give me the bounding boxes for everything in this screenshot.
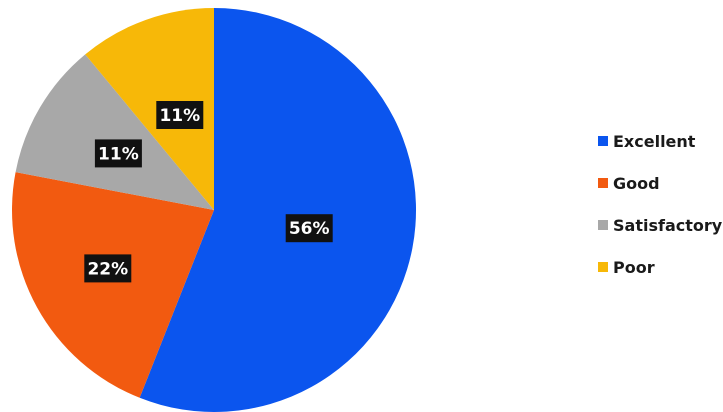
legend-item-poor: Poor [598,258,655,277]
legend: Excellent Good Satisfactory Poor [598,132,723,277]
legend-label: Excellent [613,132,696,151]
legend-label: Satisfactory [613,216,723,235]
pie-slice-poor [85,8,215,210]
pie-slices [12,8,416,412]
pie-slice-good [12,172,214,398]
data-label-box [94,139,142,168]
legend-item-satisfactory: Satisfactory [598,216,723,235]
legend-swatch [598,178,608,188]
legend-label: Good [613,174,660,193]
data-label-text: 56% [289,219,330,239]
pie-slice-excellent [139,8,416,412]
data-label-poor: 11% [156,101,204,129]
data-labels: 56% 22% 11% 11% [84,101,333,283]
legend-item-good: Good [598,174,660,193]
data-label-excellent: 56% [285,214,333,243]
legend-swatch [598,262,608,272]
data-label-box [156,101,204,129]
legend-item-excellent: Excellent [598,132,696,151]
data-label-box [285,214,333,243]
data-label-text: 22% [87,259,128,279]
data-label-satisfactory: 11% [94,139,142,168]
data-label-good: 22% [84,254,132,283]
legend-swatch [598,220,608,230]
legend-swatch [598,136,608,146]
data-label-text: 11% [98,144,139,164]
pie-slice-satisfactory [15,54,214,210]
legend-label: Poor [613,258,655,277]
data-label-box [84,254,132,283]
data-label-text: 11% [159,106,200,126]
